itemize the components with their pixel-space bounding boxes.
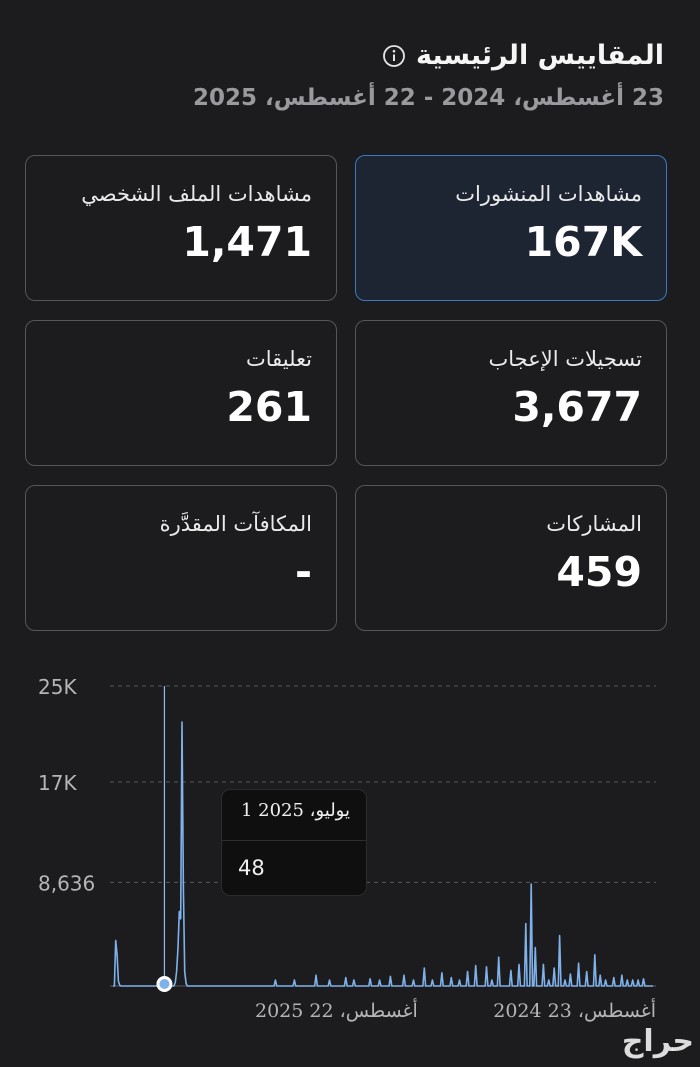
y-tick-label: 25K — [38, 675, 77, 699]
title-row: المقاييس الرئيسية — [36, 40, 664, 71]
metric-card-shares[interactable]: المشاركات 459 — [355, 485, 667, 631]
metric-value: 1,471 — [182, 218, 312, 266]
metric-card-likes[interactable]: تسجيلات الإعجاب 3,677 — [355, 320, 667, 466]
header: المقاييس الرئيسية 23 أغسطس، 2024 - 22 أغ… — [36, 40, 664, 111]
metric-label: المشاركات — [546, 512, 642, 536]
selected-point-marker — [159, 979, 170, 989]
date-range[interactable]: 23 أغسطس، 2024 - 22 أغسطس، 2025 — [193, 85, 664, 111]
tooltip-divider — [222, 840, 366, 841]
tooltip-value: 48 — [238, 856, 265, 880]
metric-label: تعليقات — [245, 347, 312, 371]
series-line-post-views — [113, 721, 653, 987]
metric-value: 459 — [556, 548, 642, 596]
info-icon[interactable] — [382, 44, 406, 68]
watermark-logo: حراج — [621, 1024, 694, 1059]
metric-value: 167K — [524, 218, 642, 266]
metric-value: - — [294, 548, 312, 596]
chart-tooltip: يوليو، 2025 1 48 — [221, 789, 367, 896]
metric-card-profile-views[interactable]: مشاهدات الملف الشخصي 1,471 — [25, 155, 337, 301]
y-tick-label: 8,636 — [38, 871, 95, 895]
metric-value: 261 — [226, 383, 312, 431]
metric-card-estimated-rewards[interactable]: المكافآت المقدَّرة - — [25, 485, 337, 631]
x-tick-label: أغسطس، 22 2025 — [255, 997, 418, 1022]
metric-card-comments[interactable]: تعليقات 261 — [25, 320, 337, 466]
metric-value: 3,677 — [512, 383, 642, 431]
post-views-chart[interactable]: 25K 17K 8,636 أغسطس، 22 2025 أغسطس، 23 2024 — [0, 660, 700, 1030]
metric-label: تسجيلات الإعجاب — [488, 347, 642, 371]
metric-label: المكافآت المقدَّرة — [159, 512, 312, 536]
metric-label: مشاهدات المنشورات — [455, 182, 642, 206]
page-title: المقاييس الرئيسية — [415, 40, 664, 71]
metric-card-post-views[interactable]: مشاهدات المنشورات 167K — [355, 155, 667, 301]
metric-label: مشاهدات الملف الشخصي — [81, 182, 312, 206]
x-tick-label: أغسطس، 23 2024 — [493, 997, 656, 1022]
y-tick-label: 17K — [38, 771, 77, 795]
tooltip-date: يوليو، 2025 1 — [240, 800, 350, 821]
